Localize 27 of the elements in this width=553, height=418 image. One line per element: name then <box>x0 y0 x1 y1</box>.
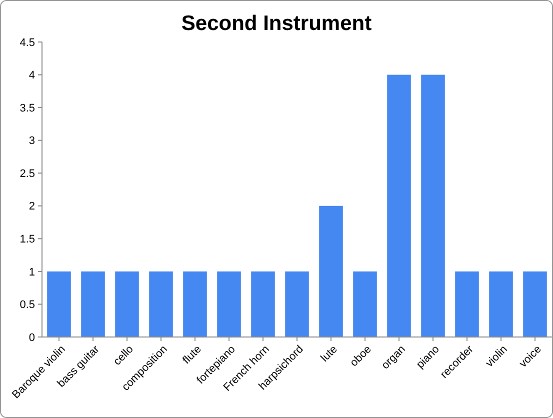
y-tick-label: 3 <box>28 135 35 148</box>
bar <box>489 271 513 337</box>
y-tick-label: 1 <box>28 266 35 278</box>
y-tick-label: 4.5 <box>20 36 35 49</box>
chart-title: Second Instrument <box>181 12 372 35</box>
y-tick-label: 3.5 <box>20 102 35 114</box>
x-tick-label: lute <box>318 343 340 364</box>
bar <box>217 271 241 337</box>
y-tick-label: 4 <box>28 70 35 82</box>
bar <box>251 271 275 337</box>
bar <box>183 271 207 337</box>
bar <box>115 271 139 337</box>
y-tick-label: 0.5 <box>20 299 35 312</box>
bar <box>455 271 479 337</box>
bar <box>319 206 343 337</box>
bar <box>47 271 71 337</box>
bar <box>387 74 411 337</box>
y-tick-label: 0 <box>28 332 35 344</box>
y-tick-label: 2 <box>28 200 35 213</box>
bar <box>285 271 309 337</box>
y-tick-label: 2.5 <box>20 168 35 180</box>
y-tick-label: 1.5 <box>20 234 35 246</box>
bar <box>81 271 105 337</box>
bar <box>421 74 445 337</box>
bar <box>523 271 547 337</box>
bar <box>353 271 377 337</box>
bar <box>149 271 173 337</box>
